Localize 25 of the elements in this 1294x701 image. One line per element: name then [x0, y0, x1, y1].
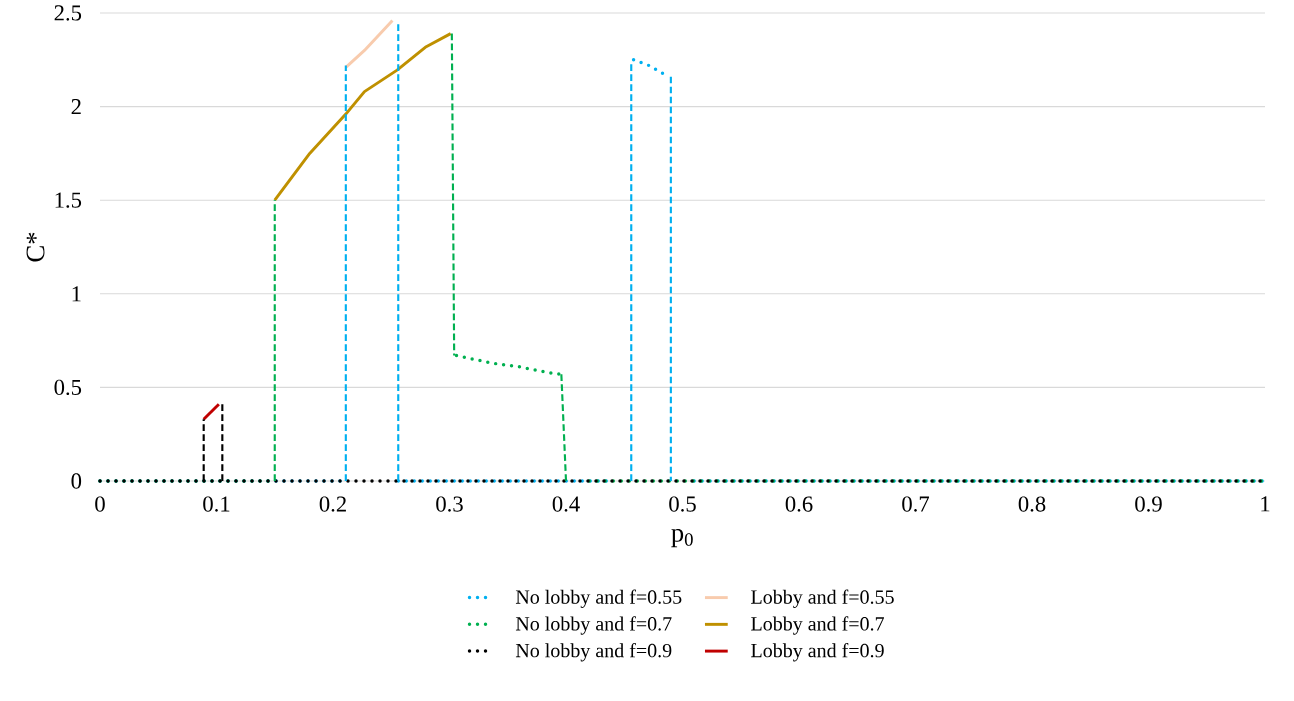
y-tick-label: 0: [71, 473, 82, 489]
x-tick-label: 0.8: [1018, 496, 1046, 512]
x-tick-label: 0.9: [1135, 496, 1162, 512]
x-tick-label: 0.6: [785, 496, 813, 512]
x-tick-label: 0.5: [669, 496, 696, 512]
x-tick-label: 0.3: [436, 496, 463, 512]
y-tick-label: 1: [72, 286, 81, 302]
legend-label: No lobby and f=0.55: [515, 589, 682, 608]
y-tick-label: 2: [71, 99, 81, 115]
x-tick-label: 0: [95, 496, 105, 512]
x-tick-label: 0.2: [319, 496, 346, 512]
y-tick-label: 0.5: [54, 379, 82, 396]
x-tick-label: 0.4: [552, 496, 580, 512]
legend-label: No lobby and f=0.7: [515, 616, 672, 635]
y-axis-title: C*: [26, 232, 45, 262]
y-tick-label: 2.5: [54, 5, 82, 21]
x-axis-title: p$_{0}$: [671, 528, 693, 548]
legend-label: Lobby and f=0.55: [751, 589, 894, 608]
y-tick-label: 1.5: [55, 192, 82, 208]
x-tick-label: 1: [1261, 496, 1270, 512]
legend-label: Lobby and f=0.9: [751, 643, 884, 662]
x-tick-label: 0.1: [203, 496, 230, 512]
x-tick-label: 0.7: [902, 496, 930, 512]
legend-label: Lobby and f=0.7: [751, 616, 884, 635]
legend-label: No lobby and f=0.9: [515, 643, 672, 662]
